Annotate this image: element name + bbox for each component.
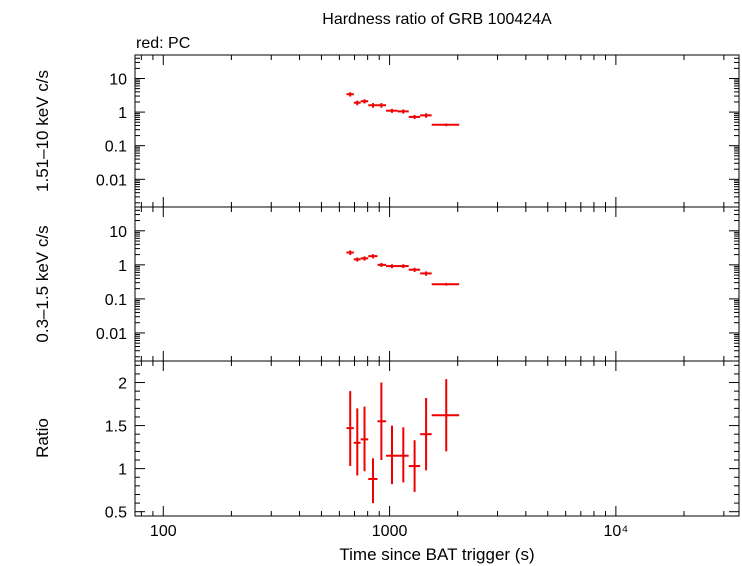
- data-point: [420, 271, 432, 276]
- x-tick-label: 100: [150, 523, 177, 540]
- y-axis-label: 0.3–1.5 keV c/s: [33, 225, 52, 342]
- y-tick-label: 1: [118, 462, 127, 479]
- y-tick-label: 10: [109, 71, 127, 88]
- y-tick-label: 1: [118, 105, 127, 122]
- y-tick-label: 1.5: [105, 419, 127, 436]
- data-point: [346, 391, 354, 467]
- y-tick-label: 10: [109, 224, 127, 241]
- data-point: [420, 113, 432, 118]
- y-tick-label: 0.1: [105, 292, 127, 309]
- x-tick-label: 1000: [372, 523, 408, 540]
- data-point: [386, 108, 398, 113]
- data-point: [346, 250, 354, 255]
- data-point: [431, 282, 460, 286]
- panel-soft: 0.3–1.5 keV c/s 0.01 0.1 1 10: [33, 206, 740, 362]
- y-tick-label: 1: [118, 258, 127, 275]
- chart-title: Hardness ratio of GRB 100424A: [322, 11, 552, 28]
- data-point: [431, 379, 460, 452]
- y-axis-label: Ratio: [33, 418, 52, 458]
- y-axis-label: 1.51–10 keV c/s: [33, 70, 52, 192]
- data-point: [420, 398, 432, 471]
- data-point: [397, 427, 409, 483]
- data-point: [386, 264, 398, 269]
- data-point: [360, 256, 369, 261]
- data-point: [368, 103, 378, 108]
- panel-hard: 1.51–10 keV c/s 0.01 0.1 1 10: [33, 54, 740, 208]
- panel-frame: [134, 360, 740, 517]
- data-point: [386, 425, 398, 485]
- data-point: [377, 382, 387, 461]
- data-point: [346, 92, 354, 97]
- data-point: [377, 103, 387, 108]
- data-series: [346, 250, 460, 286]
- data-point: [353, 408, 361, 476]
- data-point: [397, 264, 409, 269]
- data-point: [377, 263, 387, 267]
- data-point: [397, 109, 409, 114]
- data-point: [431, 123, 460, 127]
- x-tick-label: 10⁴: [604, 523, 629, 540]
- panel-ratio: Ratio 100 1000 10⁴ 0.5 1 1.5 2: [33, 360, 740, 540]
- data-point: [408, 267, 421, 272]
- data-point: [353, 257, 361, 262]
- data-point: [368, 458, 378, 504]
- y-tick-label: 0.5: [105, 505, 127, 522]
- data-point: [353, 100, 361, 106]
- data-series: [346, 379, 460, 504]
- data-point: [360, 406, 369, 472]
- y-tick-label: 2: [118, 376, 127, 393]
- data-point: [360, 99, 369, 104]
- y-tick-label: 0.01: [96, 326, 127, 343]
- data-series: [346, 92, 460, 127]
- y-tick-label: 0.01: [96, 172, 127, 189]
- data-point: [408, 114, 421, 120]
- chart-subtitle: red: PC: [136, 35, 190, 52]
- y-tick-label: 0.1: [105, 139, 127, 156]
- data-point: [408, 440, 421, 492]
- x-axis-label: Time since BAT trigger (s): [339, 545, 534, 564]
- panel-frame: [134, 54, 740, 208]
- data-point: [368, 254, 378, 259]
